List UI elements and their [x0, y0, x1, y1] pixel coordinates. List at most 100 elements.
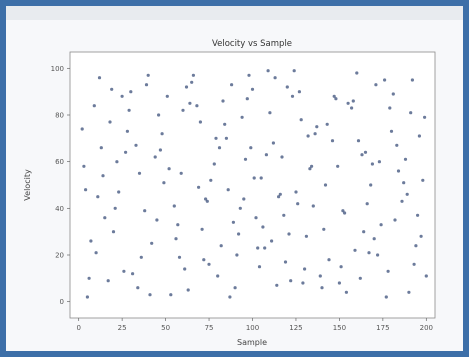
- data-point: [410, 78, 414, 82]
- data-point: [129, 90, 133, 94]
- data-point: [195, 104, 199, 108]
- data-point: [214, 136, 218, 140]
- data-point: [221, 99, 225, 103]
- data-point: [282, 213, 286, 217]
- data-point: [85, 295, 89, 299]
- data-point: [99, 146, 103, 150]
- data-point: [190, 80, 194, 84]
- data-point: [386, 269, 390, 273]
- data-point: [136, 286, 140, 290]
- data-point: [169, 293, 173, 297]
- data-point: [296, 202, 300, 206]
- data-point: [283, 260, 288, 264]
- data-point: [127, 108, 131, 112]
- data-point: [165, 94, 169, 98]
- data-point: [92, 104, 96, 108]
- data-point: [226, 188, 230, 192]
- data-point: [412, 262, 416, 266]
- data-point: [242, 197, 246, 201]
- data-point: [402, 181, 406, 185]
- data-point: [153, 155, 157, 159]
- data-point: [115, 160, 119, 164]
- data-point: [297, 90, 301, 94]
- data-point: [155, 218, 159, 222]
- x-tick-label: 150: [333, 324, 346, 332]
- data-point: [224, 136, 228, 140]
- data-point: [124, 150, 128, 154]
- data-point: [351, 99, 355, 103]
- x-tick-label: 175: [376, 324, 389, 332]
- y-tick-label: 60: [55, 158, 64, 166]
- data-point: [137, 171, 142, 175]
- y-tick-label: 20: [55, 252, 64, 260]
- data-point: [384, 295, 388, 299]
- data-point: [367, 251, 371, 255]
- data-points: [80, 69, 428, 299]
- data-point: [219, 244, 223, 248]
- data-point: [162, 181, 166, 185]
- data-point: [80, 127, 84, 131]
- data-point: [294, 190, 298, 194]
- data-point: [355, 71, 359, 75]
- data-point: [113, 206, 117, 210]
- data-point: [277, 195, 281, 199]
- data-point: [249, 146, 253, 150]
- data-point: [146, 73, 150, 77]
- data-point: [183, 267, 187, 271]
- data-point: [306, 134, 310, 138]
- data-point: [257, 265, 262, 269]
- data-point: [148, 293, 152, 297]
- data-point: [372, 237, 376, 241]
- data-point: [304, 234, 308, 238]
- data-point: [238, 206, 242, 210]
- x-tick-label: 125: [289, 324, 302, 332]
- data-point: [346, 101, 350, 105]
- data-point: [228, 295, 232, 299]
- data-point: [144, 83, 149, 87]
- data-point: [423, 115, 427, 119]
- data-point: [334, 97, 338, 101]
- data-point: [363, 150, 368, 154]
- data-point: [358, 276, 362, 280]
- data-point: [243, 157, 248, 161]
- data-point: [120, 94, 124, 98]
- data-point: [323, 183, 328, 187]
- data-point: [310, 164, 314, 168]
- data-point: [158, 148, 162, 152]
- data-point: [400, 199, 404, 203]
- data-point: [391, 92, 395, 96]
- data-point: [311, 204, 315, 208]
- data-point: [303, 267, 307, 271]
- data-point: [202, 258, 206, 262]
- y-tick-label: 0: [60, 298, 64, 306]
- data-point: [122, 269, 126, 273]
- x-tick-label: 200: [420, 324, 433, 332]
- x-tick-label: 50: [161, 324, 170, 332]
- data-point: [117, 190, 121, 194]
- data-point: [388, 106, 392, 110]
- data-point: [301, 281, 305, 285]
- data-point: [421, 178, 425, 182]
- data-point: [103, 216, 107, 220]
- x-axis-label: Sample: [237, 338, 267, 347]
- data-point: [369, 183, 373, 187]
- y-tick-label: 100: [51, 65, 64, 73]
- chart-title: Velocity vs Sample: [212, 39, 292, 49]
- x-axis-ticks: 0 25 50 75 100 125 150 175 200: [76, 318, 433, 332]
- data-point: [315, 125, 319, 129]
- data-point: [106, 279, 110, 283]
- y-tick-label: 80: [55, 112, 64, 120]
- data-point: [356, 139, 361, 143]
- data-point: [223, 122, 227, 126]
- window-top-bar: [6, 6, 463, 20]
- data-point: [308, 167, 312, 171]
- data-point: [419, 234, 423, 238]
- data-point: [176, 223, 180, 227]
- data-point: [205, 199, 209, 203]
- data-point: [396, 169, 401, 173]
- data-point: [94, 251, 98, 255]
- data-point: [280, 155, 284, 159]
- data-point: [200, 227, 204, 231]
- data-point: [271, 141, 275, 145]
